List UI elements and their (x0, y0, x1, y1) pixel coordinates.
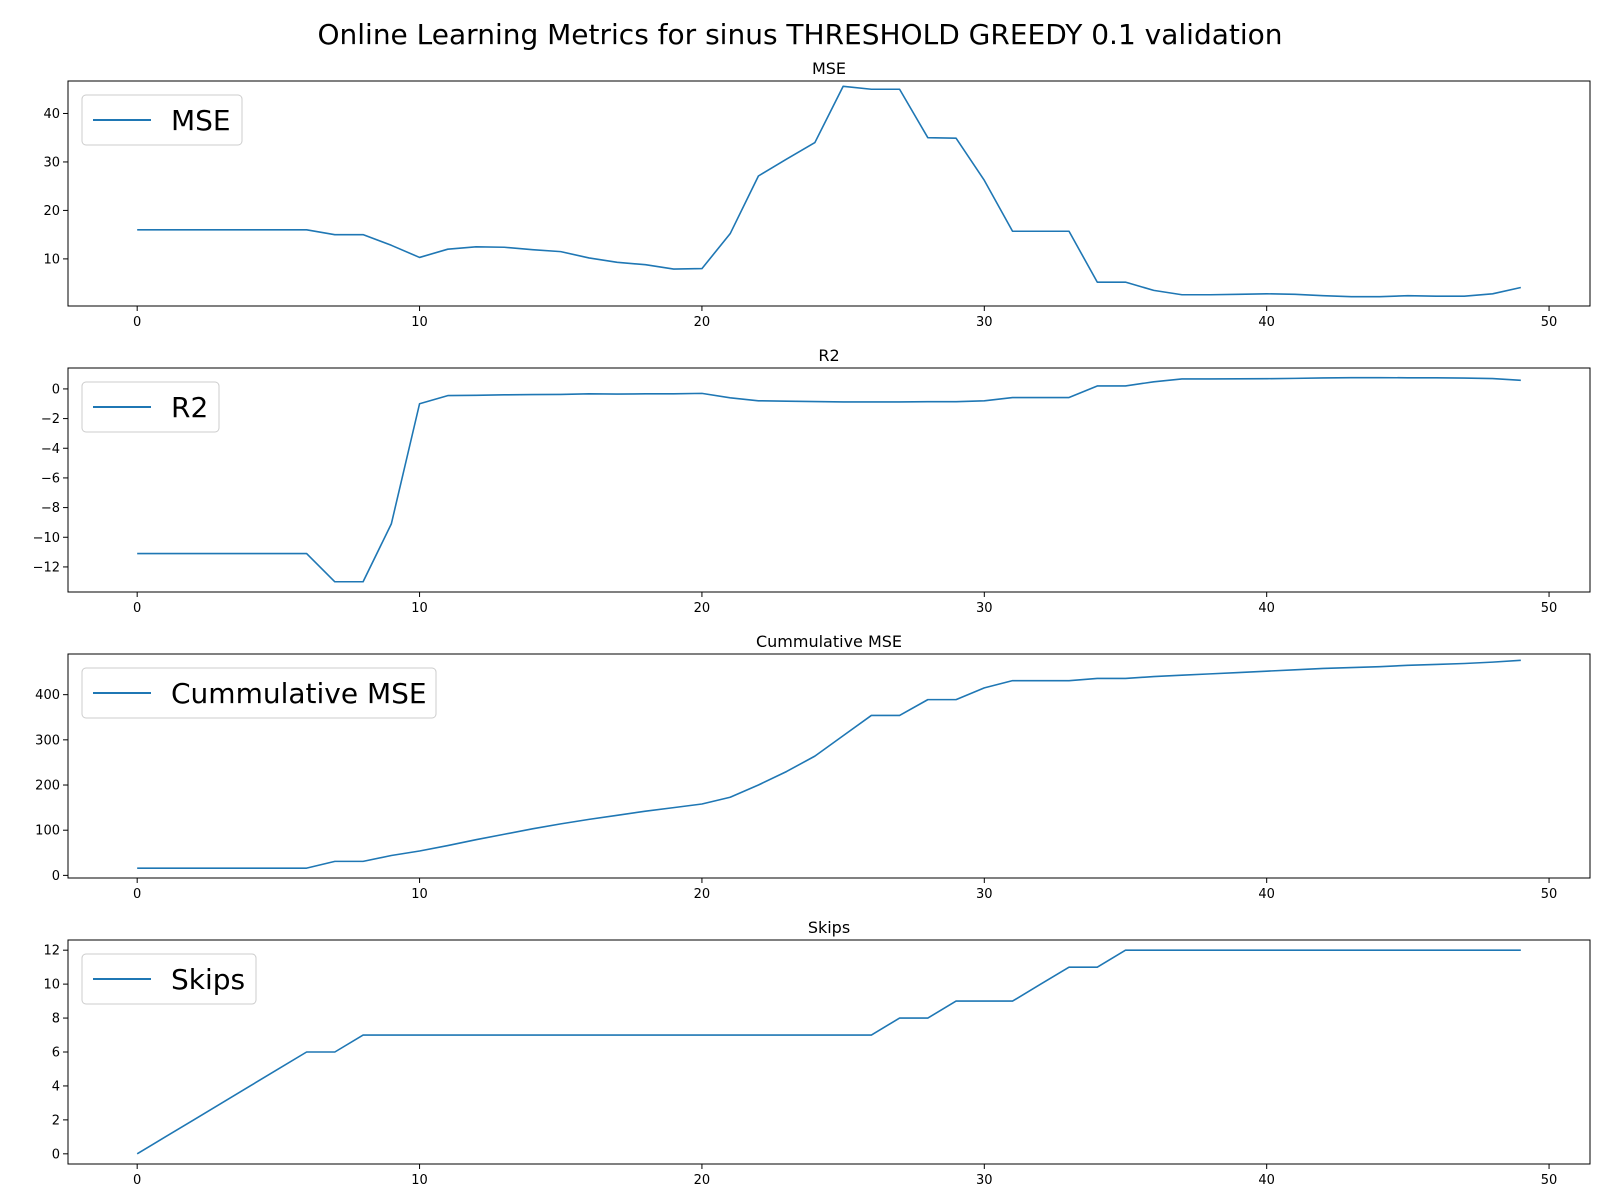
y-tick-label: −10 (33, 531, 60, 546)
y-tick-label: 12 (43, 944, 60, 959)
y-tick-label: 10 (43, 252, 60, 267)
x-tick-label: 30 (976, 887, 993, 902)
x-tick-label: 20 (694, 1173, 711, 1188)
axes-frame (67, 653, 1591, 879)
chart-panel-3: Cummulative MSE 0 10 20 30 40 50 0 100 200 300 400 C… (35, 632, 1591, 902)
y-tick-label: 100 (35, 824, 60, 839)
legend-label: R2 (171, 391, 208, 424)
legend: Skips (81, 953, 257, 1005)
y-tick-label: 30 (43, 155, 60, 170)
y-tick-label: −6 (41, 471, 60, 486)
x-tick-label: 40 (1258, 887, 1275, 902)
x-tick-label: 10 (411, 601, 428, 616)
y-tick-label: −2 (41, 412, 60, 427)
y-tick-label: 0 (52, 1147, 60, 1162)
series-line (136, 949, 1521, 1155)
subplot-title: MSE (812, 59, 846, 78)
y-tick-label: 4 (52, 1079, 60, 1094)
legend-box (81, 94, 243, 146)
x-tick-label: 0 (133, 601, 141, 616)
legend-box (81, 953, 257, 1005)
x-tick-label: 50 (1541, 601, 1558, 616)
x-tick-label: 0 (133, 1173, 141, 1188)
y-tick-label: 10 (43, 978, 60, 993)
x-tick-label: 20 (694, 315, 711, 330)
subplot-title: Skips (808, 918, 850, 937)
x-tick-label: 50 (1541, 315, 1558, 330)
x-tick-label: 10 (411, 315, 428, 330)
x-tick-label: 10 (411, 887, 428, 902)
y-tick-label: 40 (43, 107, 60, 122)
legend-label: MSE (171, 104, 231, 137)
subplot-title: R2 (818, 346, 839, 365)
legend: Cummulative MSE (81, 667, 437, 719)
axes-frame (67, 80, 1591, 307)
chart-panel-2: R2 0 10 20 30 40 50 0 −2 −4 −6 −8 −10 −12 R2 (33, 346, 1591, 616)
figure-title: Online Learning Metrics for sinus THRESH… (317, 18, 1283, 51)
axes-frame (67, 939, 1591, 1165)
y-tick-label: 20 (43, 204, 60, 219)
legend-label: Cummulative MSE (171, 677, 427, 710)
chart-panel-4: Skips 0 10 20 30 40 50 0 2 4 6 8 10 12 Skips (43, 918, 1591, 1188)
x-tick-label: 40 (1258, 1173, 1275, 1188)
x-tick-label: 20 (694, 601, 711, 616)
series-line (137, 85, 1521, 298)
legend: MSE (81, 94, 243, 146)
x-tick-label: 0 (133, 315, 141, 330)
axes-frame (67, 367, 1591, 593)
x-tick-label: 0 (133, 887, 141, 902)
subplot-title: Cummulative MSE (756, 632, 902, 651)
y-tick-label: 0 (52, 382, 60, 397)
x-tick-label: 20 (694, 887, 711, 902)
series-line (137, 376, 1521, 583)
x-tick-label: 40 (1258, 601, 1275, 616)
legend-label: Skips (171, 963, 245, 996)
x-tick-label: 50 (1541, 887, 1558, 902)
y-tick-label: −4 (41, 442, 60, 457)
y-tick-label: 400 (35, 688, 60, 703)
y-tick-label: 6 (52, 1046, 60, 1061)
y-tick-label: 8 (52, 1012, 60, 1027)
y-tick-label: 0 (52, 869, 60, 884)
chart-panel-1: MSE 0 10 20 30 40 50 10 20 30 40 MSE (43, 59, 1591, 330)
legend: R2 (81, 381, 220, 433)
x-tick-label: 30 (976, 601, 993, 616)
legend-box (81, 667, 437, 719)
x-tick-label: 30 (976, 1173, 993, 1188)
x-tick-label: 30 (976, 315, 993, 330)
y-tick-label: 300 (35, 733, 60, 748)
x-tick-label: 40 (1258, 315, 1275, 330)
x-tick-label: 50 (1541, 1173, 1558, 1188)
y-tick-label: 2 (52, 1113, 60, 1128)
y-tick-label: −12 (33, 560, 60, 575)
x-tick-label: 10 (411, 1173, 428, 1188)
y-tick-label: −8 (41, 501, 60, 516)
series-line (137, 659, 1521, 869)
y-tick-label: 200 (35, 779, 60, 794)
